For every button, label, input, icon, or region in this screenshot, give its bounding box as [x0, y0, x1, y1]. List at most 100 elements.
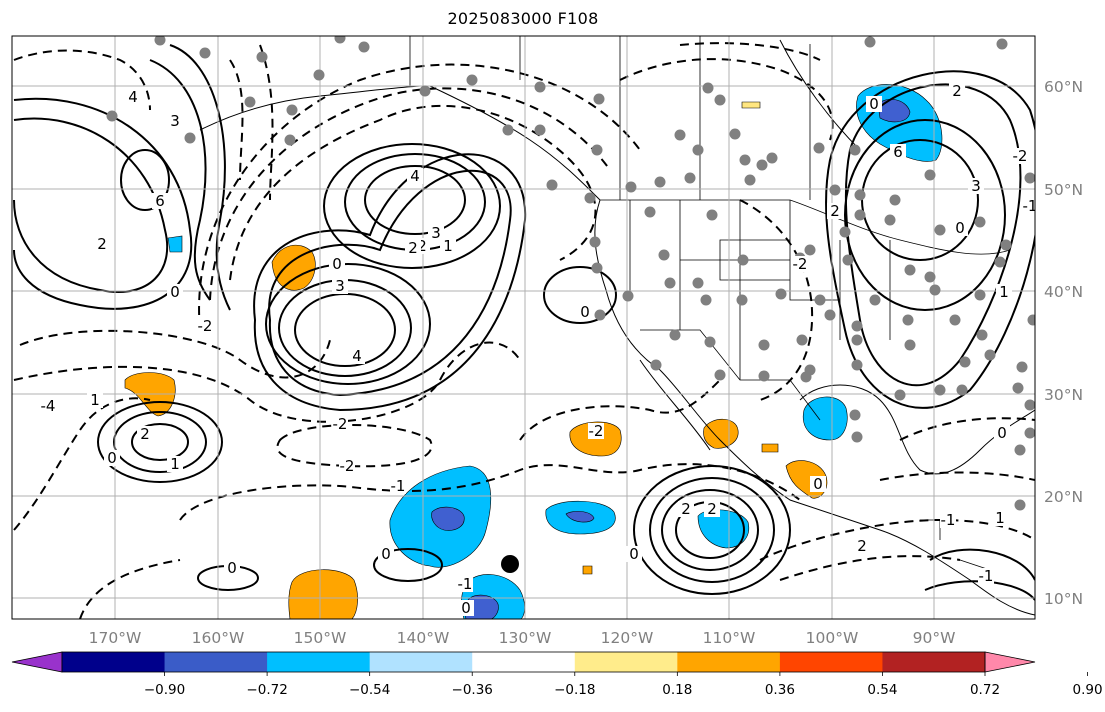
contour-value-label: -1	[391, 477, 406, 495]
shade-sky-blue	[168, 236, 182, 252]
station-dot	[335, 33, 346, 44]
station-dot	[935, 385, 946, 396]
station-dot	[852, 432, 863, 443]
station-dot	[855, 190, 866, 201]
station-dot	[830, 185, 841, 196]
station-dot	[670, 330, 681, 341]
station-dot	[245, 97, 256, 108]
station-dot	[703, 83, 714, 94]
station-dot	[257, 52, 268, 63]
lat-tick-label: 50°N	[1044, 181, 1083, 199]
contour-value-label: -2	[589, 422, 604, 440]
contour-value-label: 6	[155, 192, 165, 210]
station-dot	[685, 173, 696, 184]
station-dot	[592, 145, 603, 156]
station-dot	[975, 290, 986, 301]
lon-tick-label: 150°W	[294, 629, 347, 647]
station-dot	[759, 371, 770, 382]
station-dot	[960, 357, 971, 368]
colorbar-bin	[370, 652, 473, 672]
colorbar: −0.90 −0.72 −0.54 −0.36 −0.18 0.18 0.36 0.54 0.7…	[12, 652, 1103, 698]
station-dot	[287, 105, 298, 116]
contour-value-label: -1	[979, 567, 994, 585]
station-dot	[805, 365, 816, 376]
contour-value-label: -2	[1013, 147, 1028, 165]
lat-tick-label: 20°N	[1044, 488, 1083, 506]
lon-tick-label: 90°W	[913, 629, 956, 647]
station-dot	[977, 330, 988, 341]
colorbar-tick-label: −0.72	[246, 682, 287, 698]
station-dot	[693, 145, 704, 156]
station-dot	[890, 195, 901, 206]
station-dot	[850, 410, 861, 421]
colorbar-extend-low	[12, 652, 62, 672]
contour-value-label: 2	[952, 82, 962, 100]
contour-value-label: -2	[333, 415, 348, 433]
station-dot	[843, 255, 854, 266]
contour-value-label: 3	[335, 277, 345, 295]
station-dot	[1015, 445, 1026, 456]
station-dot	[585, 193, 596, 204]
station-dot	[1025, 400, 1036, 411]
station-dot	[840, 227, 851, 238]
station-dot	[740, 155, 751, 166]
station-dot	[693, 278, 704, 289]
colorbar-bin	[62, 652, 165, 672]
station-dot	[797, 335, 808, 346]
contour-value-label: 4	[410, 167, 420, 185]
colorbar-bin	[677, 652, 780, 672]
station-dot	[737, 295, 748, 306]
station-dot	[805, 245, 816, 256]
station-dot	[651, 360, 662, 371]
station-dot	[200, 48, 211, 59]
colorbar-tick-label: 0.36	[765, 682, 795, 698]
station-dot	[852, 360, 863, 371]
station-dot	[420, 86, 431, 97]
station-dot	[592, 263, 603, 274]
contour-value-label: 0	[227, 559, 237, 577]
contour-value-label: 0	[629, 545, 639, 563]
colorbar-bin	[780, 652, 883, 672]
station-dot	[659, 250, 670, 261]
contour-value-label: -4	[41, 397, 56, 415]
contour-value-label: -2	[340, 457, 355, 475]
colorbar-tick-label: −0.36	[452, 682, 493, 698]
lon-tick-label: 160°W	[192, 629, 245, 647]
station-dot	[738, 255, 749, 266]
station-dot	[715, 95, 726, 106]
storm-center-marker	[501, 555, 519, 573]
station-dot	[905, 265, 916, 276]
colorbar-tick-label: −0.54	[349, 682, 390, 698]
station-dot	[595, 310, 606, 321]
station-dot	[825, 310, 836, 321]
station-dot	[855, 210, 866, 221]
shade-orange	[583, 566, 592, 574]
station-dot	[359, 42, 370, 53]
lon-tick-label: 140°W	[397, 629, 450, 647]
station-dot	[665, 278, 676, 289]
contour-value-label: 0	[381, 545, 391, 563]
lat-tick-label: 40°N	[1044, 283, 1083, 301]
colorbar-bin	[575, 652, 678, 672]
shade-orange	[762, 444, 778, 452]
station-dot	[759, 340, 770, 351]
station-dot	[594, 94, 605, 105]
colorbar-tick-label: −0.18	[554, 682, 595, 698]
station-dot	[107, 111, 118, 122]
contour-value-label: 2	[97, 235, 107, 253]
lon-tick-label: 110°W	[703, 629, 756, 647]
contour-value-label: 0	[813, 475, 823, 493]
contour-value-label: 0	[107, 449, 117, 467]
station-dot	[730, 129, 741, 140]
station-dot	[1001, 240, 1012, 251]
shade-orange	[289, 570, 358, 619]
station-dot	[935, 225, 946, 236]
station-dot	[975, 217, 986, 228]
station-dot	[535, 82, 546, 93]
station-dot	[870, 295, 881, 306]
colorbar-tick-label: 0.72	[970, 682, 1000, 698]
contour-value-label: -1	[941, 511, 956, 529]
station-dot	[547, 180, 558, 191]
station-dot	[535, 125, 546, 136]
